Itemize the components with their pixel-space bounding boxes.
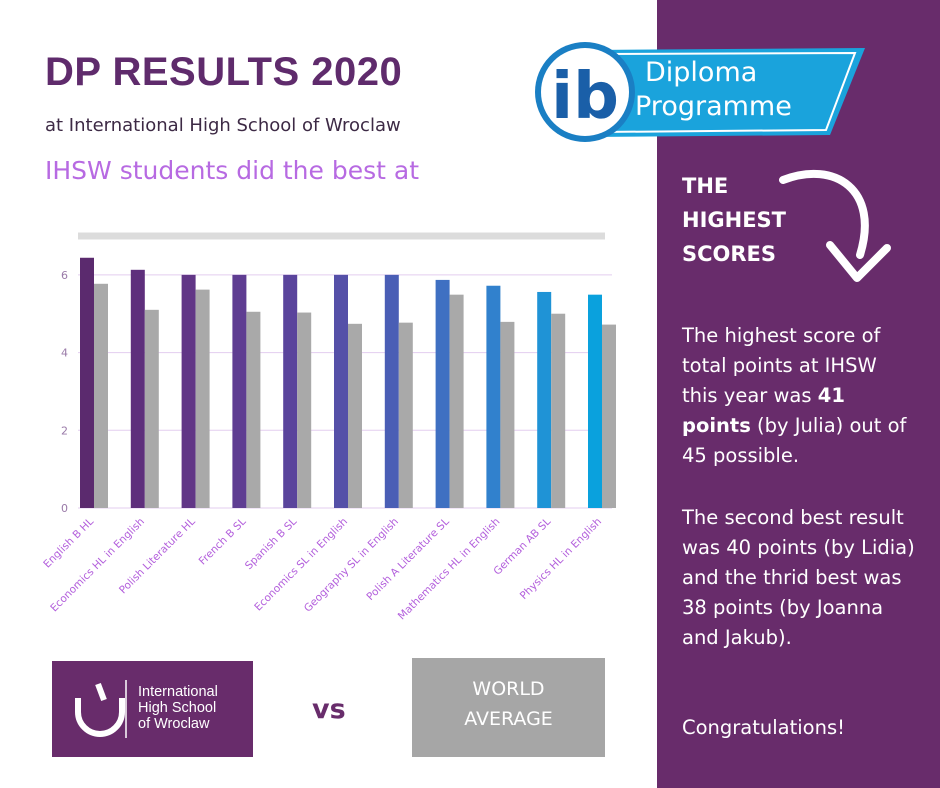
ihsw-line: of Wroclaw (138, 716, 210, 732)
bold-text: 41 points (682, 384, 845, 437)
logo-line: Diploma (645, 57, 757, 88)
ihsw-line: High School (138, 700, 217, 716)
bar (283, 274, 298, 508)
bar (246, 311, 261, 508)
y-tick-label: 4 (61, 347, 68, 360)
lead: IHSW students did the best at (45, 156, 419, 185)
bar (435, 279, 450, 508)
bar (232, 274, 247, 508)
x-tick-label: Spanish B SL (243, 516, 300, 573)
x-tick-label: Mathematics HL in English (396, 516, 503, 623)
bar (588, 294, 602, 508)
ihsw-line: International (138, 684, 218, 700)
text: The highest score of total points at IHS… (682, 324, 881, 407)
y-tick-label: 6 (61, 269, 68, 282)
logo-line: Programme (635, 91, 792, 122)
y-tick-label: 2 (61, 424, 68, 437)
bar (537, 291, 552, 508)
bar (144, 309, 159, 508)
world-box (412, 658, 605, 757)
world-line: WORLD (472, 678, 545, 700)
bar (181, 274, 196, 508)
title: DP RESULTS 2020 (45, 50, 403, 94)
logo-circle-inner (541, 48, 629, 136)
text: (by Julia) out of 45 possible. (682, 414, 907, 467)
world-label: WORLD AVERAGE (412, 674, 605, 734)
bar (384, 274, 399, 508)
ihsw-logo-box (52, 661, 253, 757)
subtitle: at International High School of Wroclaw (45, 115, 401, 136)
x-tick-label: Economics SL in English (252, 516, 350, 614)
side-heading: THE (682, 174, 729, 198)
bar (486, 285, 501, 508)
bar (130, 269, 145, 508)
ib-logo: ib Diploma Programme (535, 42, 865, 142)
x-tick-label: Economics HL in English (48, 516, 147, 615)
bar (297, 312, 312, 508)
bar (195, 289, 210, 508)
ihsw-name: International High School of Wroclaw (138, 684, 218, 732)
bar (602, 324, 616, 508)
vs: vs (312, 694, 346, 725)
bar (94, 283, 108, 508)
bar (348, 323, 362, 508)
bar (449, 294, 464, 508)
paragraph: The second best result was 40 points (by… (682, 506, 915, 649)
bar (551, 313, 566, 508)
world-line: AVERAGE (464, 708, 553, 730)
bar (80, 257, 94, 508)
bar (398, 322, 413, 508)
y-tick-label: 0 (61, 502, 68, 515)
x-tick-label: Polish A Literature SL (364, 516, 451, 603)
x-tick-label: French B SL (197, 516, 249, 568)
paragraph: Congratulations! (682, 716, 845, 739)
logo-banner (590, 48, 865, 137)
arrow (779, 169, 891, 282)
x-tick-label: English B HL (41, 516, 96, 571)
paragraph: The highest score of total points at IHS… (682, 321, 918, 471)
bar (500, 321, 515, 508)
x-tick-label: Geography SL in English (302, 516, 401, 615)
ihsw-mark (75, 680, 127, 738)
bar (334, 274, 348, 508)
side-heading: SCORES (682, 242, 777, 266)
side-heading: HIGHEST (682, 208, 786, 232)
logo-mark: ib (551, 60, 619, 134)
